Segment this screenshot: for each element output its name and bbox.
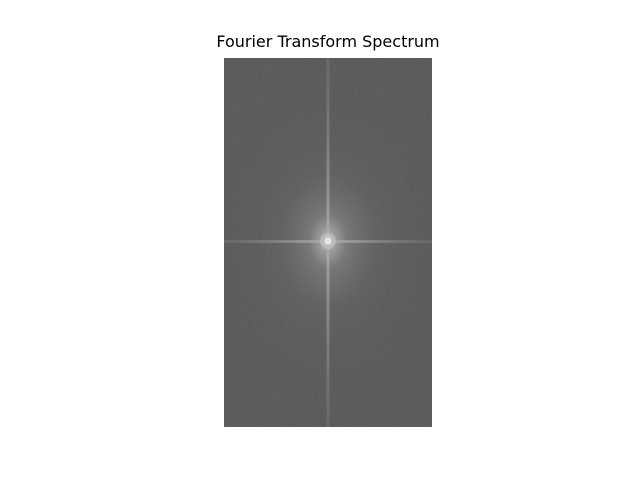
fourier-spectrum-image [224, 58, 432, 427]
spectrum-dc-halo [320, 233, 336, 249]
spectrum-dc-peak [324, 237, 332, 245]
figure-title: Fourier Transform Spectrum [216, 32, 440, 51]
